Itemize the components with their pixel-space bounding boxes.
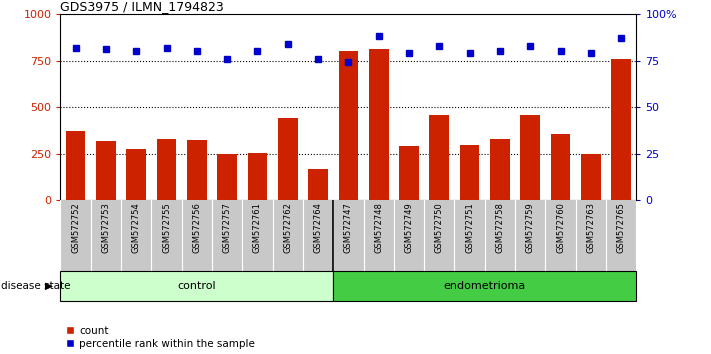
Text: GSM572758: GSM572758: [496, 202, 504, 253]
Text: GSM572760: GSM572760: [556, 202, 565, 253]
Text: GSM572761: GSM572761: [253, 202, 262, 253]
Bar: [429, 115, 449, 200]
Text: GSM572756: GSM572756: [193, 202, 201, 253]
Text: disease state: disease state: [1, 281, 71, 291]
Text: GSM572752: GSM572752: [71, 202, 80, 253]
Bar: [399, 146, 419, 200]
Bar: [218, 154, 237, 200]
Bar: [369, 50, 388, 200]
Text: GDS3975 / ILMN_1794823: GDS3975 / ILMN_1794823: [60, 0, 224, 13]
Bar: [127, 149, 146, 200]
Bar: [96, 142, 116, 200]
Text: GSM572762: GSM572762: [283, 202, 292, 253]
Text: GSM572757: GSM572757: [223, 202, 232, 253]
Text: GSM572749: GSM572749: [405, 202, 414, 253]
Text: GSM572751: GSM572751: [465, 202, 474, 253]
Text: GSM572754: GSM572754: [132, 202, 141, 253]
Bar: [65, 131, 85, 200]
Text: control: control: [178, 281, 216, 291]
Bar: [551, 134, 570, 200]
Bar: [338, 51, 358, 200]
Legend: count, percentile rank within the sample: count, percentile rank within the sample: [65, 326, 255, 349]
Text: ▶: ▶: [46, 281, 53, 291]
Text: GSM572759: GSM572759: [525, 202, 535, 253]
Bar: [490, 139, 510, 200]
Text: GSM572755: GSM572755: [162, 202, 171, 253]
Bar: [187, 139, 207, 200]
Bar: [581, 154, 601, 200]
Text: GSM572748: GSM572748: [374, 202, 383, 253]
Bar: [611, 59, 631, 200]
Bar: [156, 139, 176, 200]
Bar: [247, 153, 267, 200]
Bar: [309, 169, 328, 200]
Text: GSM572753: GSM572753: [102, 202, 110, 253]
Text: GSM572747: GSM572747: [344, 202, 353, 253]
Text: GSM572764: GSM572764: [314, 202, 323, 253]
Bar: [520, 115, 540, 200]
Text: endometrioma: endometrioma: [444, 281, 526, 291]
Text: GSM572763: GSM572763: [587, 202, 595, 253]
Bar: [60, 271, 333, 301]
Text: GSM572765: GSM572765: [616, 202, 626, 253]
Bar: [278, 118, 298, 200]
Text: GSM572750: GSM572750: [435, 202, 444, 253]
Bar: [460, 145, 479, 200]
Bar: [333, 271, 636, 301]
